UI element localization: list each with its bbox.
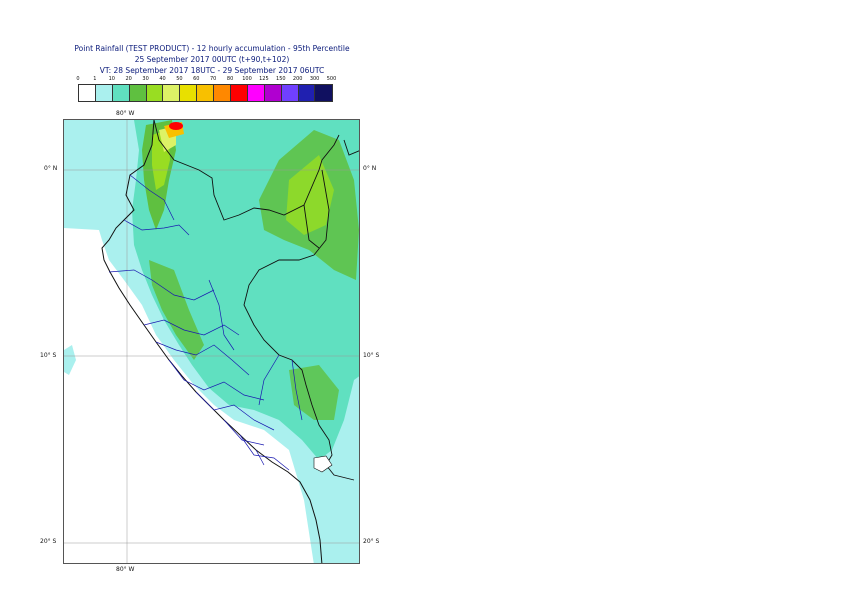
label-lat-20-left: 20° S: [40, 538, 57, 545]
legend-swatch: [298, 85, 316, 101]
title-line-2: 25 September 2017 00UTC (t+90,t+102): [134, 55, 290, 64]
legend-label: 40: [159, 76, 166, 82]
lake-titicaca: [313, 455, 333, 473]
legend-swatch: [315, 85, 333, 101]
label-lon-top: 80° W: [116, 110, 135, 117]
label-lon-bottom: 80° W: [116, 566, 135, 573]
regional-borders: [108, 174, 303, 471]
legend-scale-labels: 0 1 10 20 30 40 50 60 70 80 100 125 150 200 300 500: [76, 76, 358, 86]
legend-label: 125: [259, 76, 269, 82]
legend-label: 70: [210, 76, 217, 82]
map-panel: [63, 119, 360, 564]
legend-swatch: [112, 85, 130, 101]
legend-label: 200: [292, 76, 303, 82]
legend-swatch: [264, 85, 282, 101]
rain-area-heavy-south: [289, 365, 339, 420]
legend-swatch: [146, 85, 164, 101]
legend-swatch: [214, 85, 232, 101]
rain-patch-ocean: [64, 345, 76, 375]
label-lat-10-right: 10° S: [363, 352, 380, 359]
legend-label: 300: [309, 76, 320, 82]
legend-label: 150: [276, 76, 286, 82]
label-lat-0-left: 0° N: [44, 165, 58, 172]
legend-swatch: [95, 85, 113, 101]
legend-swatch: [197, 85, 215, 101]
label-lat-20-right: 20° S: [363, 538, 380, 545]
label-lat-0-right: 0° N: [363, 165, 377, 172]
legend-swatch: [180, 85, 198, 101]
legend-label: 10: [108, 76, 115, 82]
legend-label: 60: [193, 76, 200, 82]
legend-label: 100: [242, 76, 252, 82]
legend-swatch: [281, 85, 299, 101]
legend-label: 80: [226, 76, 234, 82]
national-border: [153, 120, 359, 481]
label-lat-10-left: 10° S: [40, 352, 57, 359]
legend-swatch: [79, 85, 96, 101]
title-line-3: VT: 28 September 2017 18UTC - 29 Septemb…: [99, 66, 325, 75]
legend-label: 0: [76, 76, 80, 82]
legend-swatch: [163, 85, 181, 101]
coastline: [101, 120, 323, 563]
legend-label: 50: [176, 76, 183, 82]
title-line-1: Point Rainfall (TEST PRODUCT) - 12 hourl…: [74, 44, 350, 53]
rain-area-30mm-east: [286, 155, 334, 235]
legend-label: 500: [326, 76, 337, 82]
legend-swatch: [231, 85, 248, 101]
legend-label: 20: [125, 76, 132, 82]
legend-swatch: [129, 85, 147, 101]
rain-area-heavy-andes: [149, 260, 204, 360]
legend-swatch: [247, 85, 265, 101]
legend-label: 1: [93, 76, 97, 82]
map-svg: [64, 120, 359, 563]
legend-colorbar: [78, 84, 334, 102]
legend-label: 30: [142, 76, 149, 82]
rain-max-cell: [169, 122, 183, 130]
